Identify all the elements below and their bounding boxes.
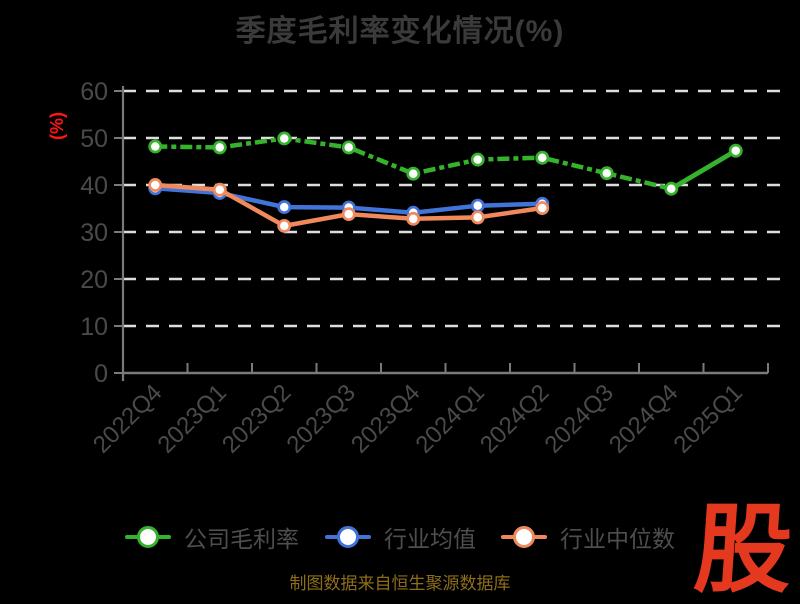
x-label-2024Q4: 2024Q4: [604, 379, 683, 458]
series-0-point-2024Q4: [664, 181, 679, 196]
x-label-2024Q2: 2024Q2: [475, 379, 554, 458]
legend-item-industry-median: 行业中位数: [501, 521, 675, 553]
x-label-2023Q4: 2023Q4: [346, 379, 425, 458]
y-tick-label-30: 30: [80, 219, 108, 247]
chart-title: 季度毛利率变化情况(%): [235, 15, 565, 48]
series-0-point-2023Q1: [212, 140, 227, 155]
y-tick-label-40: 40: [80, 172, 108, 200]
series-0-point-2023Q4: [406, 166, 421, 181]
legend-label-company-gross-margin: 公司毛利率: [184, 526, 299, 552]
series-0-point-2022Q4: [148, 139, 163, 154]
legend-item-company-gross-margin: 公司毛利率: [125, 521, 299, 553]
legend-item-industry-mean: 行业均值: [325, 521, 476, 553]
legend-marker-orange: [501, 521, 547, 553]
series-0-line-solid: [670, 148, 738, 191]
legend-label-industry-median: 行业中位数: [560, 526, 675, 552]
x-label-2023Q1: 2023Q1: [153, 379, 232, 458]
series-2-point-2023Q3: [341, 207, 356, 222]
legend-circle-icon: [513, 526, 535, 548]
x-label-2024Q1: 2024Q1: [411, 379, 490, 458]
stock-app-watermark-logo: 股: [691, 495, 796, 604]
x-label-2025Q1: 2025Q1: [669, 379, 748, 458]
y-tick-label-0: 0: [94, 360, 108, 388]
legend-circle-icon: [337, 526, 359, 548]
series-2-point-2022Q4: [148, 178, 163, 192]
series-1-point-2023Q2: [277, 200, 292, 215]
legend: 公司毛利率 行业均值 行业中位数: [0, 521, 800, 553]
y-tick-label-10: 10: [80, 313, 108, 341]
series-2-point-2024Q2: [535, 201, 550, 215]
series-0-point-2025Q1: [728, 143, 743, 158]
series-0-point-2024Q3: [599, 166, 614, 181]
x-label-2023Q2: 2023Q2: [217, 379, 296, 458]
y-tick-label-50: 50: [80, 125, 108, 153]
y-axis-unit-label: (%): [47, 112, 67, 140]
series-1-point-2024Q1: [470, 198, 485, 213]
data-source-note: 制图数据来自恒生聚源数据库: [289, 574, 511, 593]
series-0-point-2023Q2: [277, 131, 292, 146]
series-0-point-2024Q2: [535, 150, 550, 165]
series-2-point-2023Q4: [406, 211, 421, 226]
series-2-point-2023Q1: [212, 182, 227, 197]
x-label-2024Q3: 2024Q3: [540, 379, 619, 458]
series-2-point-2024Q1: [470, 210, 485, 225]
y-tick-label-20: 20: [80, 266, 108, 294]
y-tick-label-60: 60: [80, 78, 108, 106]
legend-marker-green: [125, 521, 171, 553]
series-2-point-2023Q2: [277, 218, 292, 233]
series-0-point-2024Q1: [470, 152, 485, 167]
x-label-2022Q4: 2022Q4: [88, 379, 167, 458]
series-0-point-2023Q3: [341, 140, 356, 155]
legend-circle-icon: [137, 526, 159, 548]
series-0-line-dashed: [155, 136, 672, 191]
x-label-2023Q3: 2023Q3: [282, 379, 361, 458]
legend-label-industry-mean: 行业均值: [384, 526, 476, 552]
legend-marker-blue: [325, 521, 371, 553]
